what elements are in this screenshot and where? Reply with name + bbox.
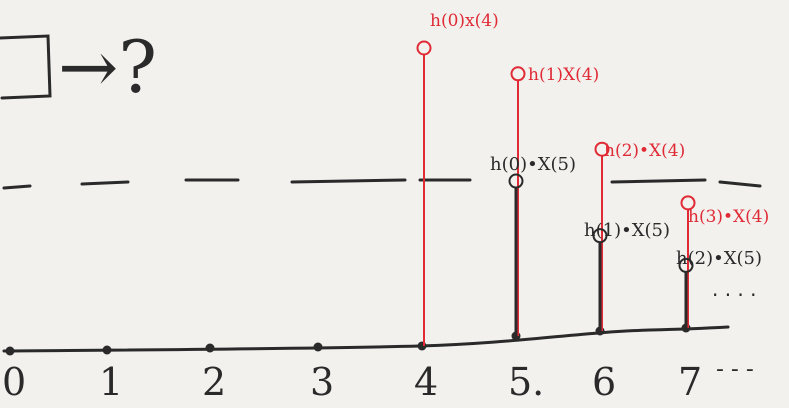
tick-label-2: 2 — [202, 360, 226, 404]
stem-head-2 — [508, 173, 524, 189]
stem-label-4: h(1)•X(5) — [584, 220, 670, 241]
stem-label-1: h(1)X(4) — [528, 65, 599, 85]
tick-label-6: 6 — [592, 360, 616, 404]
tick-label-1: 1 — [99, 360, 123, 404]
tick-label-3: 3 — [310, 360, 334, 404]
tick-label-5: 5. — [508, 360, 544, 404]
trailing-dots: · · · · — [712, 283, 757, 307]
stem-label-5: h(3)•X(4) — [688, 207, 769, 227]
tick-dot-3 — [313, 342, 323, 352]
tick-label-0: 0 — [2, 360, 26, 404]
axis-continuation: - - - — [716, 357, 754, 382]
tick-label-7: 7 — [678, 360, 702, 404]
stem-head-6 — [678, 257, 694, 273]
tick-dot-0 — [5, 346, 15, 356]
tick-dot-1 — [102, 345, 112, 355]
stem-head-0 — [416, 40, 432, 56]
stem-label-0: h(0)x(4) — [430, 11, 499, 31]
tick-label-4: 4 — [414, 360, 438, 404]
dashed-reference-line — [2, 178, 762, 190]
tick-labels: 0 1 2 3 4 5. 6 7 — [2, 360, 702, 404]
stem-label-6: h(2)•X(5) — [676, 248, 762, 269]
box-fragment — [0, 34, 52, 100]
stem-label-2: h(0)•X(5) — [490, 154, 576, 175]
stem-head-4 — [592, 228, 608, 244]
baseline-axis — [2, 325, 730, 353]
stem-head-5 — [680, 195, 696, 211]
stem-label-3: h(2)•X(4) — [604, 141, 685, 161]
arrow-question-text: →? — [58, 25, 157, 109]
tick-dot-4 — [417, 341, 427, 351]
tick-dots — [5, 323, 691, 356]
tick-dot-2 — [205, 343, 215, 353]
stem-head-1 — [510, 66, 526, 82]
stems: h(0)x(4) h(1)X(4) h(0)•X(5) h(2)•X(4) h(1)•X… — [416, 11, 769, 346]
stem-head-3 — [594, 141, 610, 157]
